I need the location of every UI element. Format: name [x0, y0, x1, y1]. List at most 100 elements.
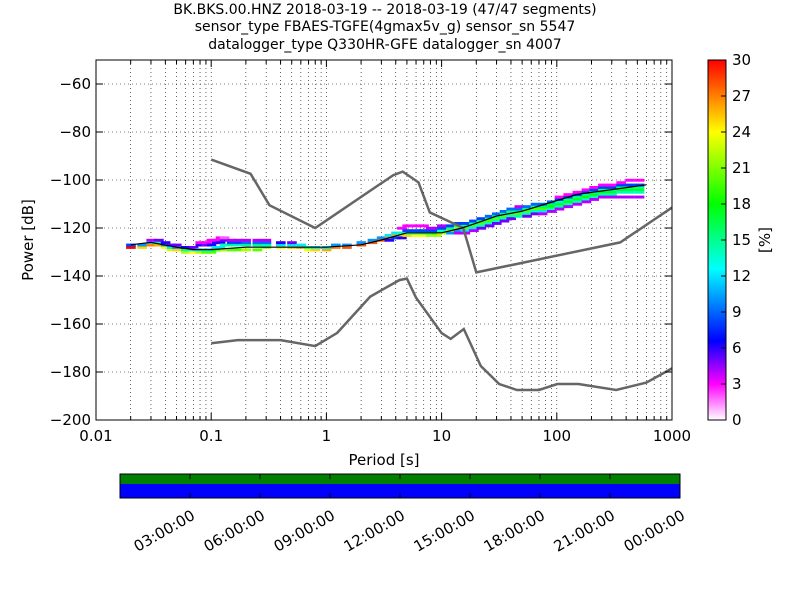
psd-bin [625, 183, 635, 187]
psd-bin [241, 238, 251, 242]
psd-bin [476, 217, 487, 221]
psd-bin [391, 236, 401, 240]
noise-model-low-line [211, 277, 673, 392]
psd-bin [201, 241, 211, 245]
psd-bin [171, 243, 182, 247]
psd-bin [342, 243, 352, 247]
psd-bin [431, 229, 442, 233]
psd-bin [530, 210, 541, 213]
psd-bin [154, 243, 164, 247]
psd-bin [437, 226, 447, 230]
psd-bin [598, 183, 608, 187]
psd-bin [506, 217, 517, 221]
psd-bin [233, 248, 243, 252]
psd-bin [634, 178, 645, 182]
psd-bin [634, 195, 645, 199]
psd-bin [506, 210, 517, 213]
psd-bin [572, 198, 583, 201]
psd-bin [514, 207, 525, 211]
psd-bin [598, 193, 608, 197]
psd-bin [287, 243, 297, 247]
psd-bin [581, 188, 592, 192]
psd-bin [181, 250, 191, 254]
psd-bin [160, 241, 171, 245]
x-tick-label: 1000 [653, 427, 691, 445]
psd-bin [522, 212, 532, 216]
x-tick-label: 10 [432, 427, 451, 445]
psd-bin [252, 243, 263, 247]
psd-bin [391, 231, 401, 235]
psd-bin [321, 248, 332, 252]
psd-bin [581, 195, 592, 199]
psd-bin [572, 200, 583, 204]
psd-bin [126, 246, 136, 249]
psd-bin [530, 202, 541, 206]
colorbar-tick-label: 12 [732, 267, 751, 285]
psd-bin [607, 193, 617, 197]
colorbar-tick-label: 27 [732, 87, 751, 105]
psd-bin [166, 248, 177, 252]
psd-bin [460, 226, 471, 230]
psd-bin [233, 243, 243, 247]
psd-bin [469, 219, 479, 223]
psd-bin [616, 186, 626, 189]
psd-bin [188, 246, 199, 249]
psd-bin [137, 246, 147, 249]
psd-bin [492, 217, 502, 221]
psd-bin [453, 231, 464, 235]
psd-bin [411, 234, 422, 237]
psd-bin [181, 246, 191, 249]
psd-bin [154, 238, 164, 242]
psd-bin [261, 238, 272, 242]
psd-bin [437, 224, 447, 228]
psd-bin [241, 243, 251, 247]
psd-bin [437, 229, 447, 233]
psd-bin [522, 205, 532, 209]
psd-bin [581, 193, 592, 197]
psd-bin [425, 226, 436, 230]
psd-bin [425, 234, 436, 237]
chart-title-line-1: BK.BKS.00.HNZ 2018-03-19 -- 2018-03-19 (… [173, 2, 597, 18]
psd-bin [537, 212, 548, 216]
psd-bin [499, 217, 510, 221]
psd-bin [625, 188, 635, 192]
psd-bin [330, 243, 341, 247]
psd-bin [397, 236, 407, 240]
psd-bin [484, 214, 495, 218]
psd-bin [616, 190, 626, 194]
psd-bin [397, 231, 407, 235]
x-tick-label: 0.1 [199, 427, 223, 445]
psd-bin [572, 190, 583, 194]
psd-bin [201, 243, 211, 247]
psd-bin [492, 222, 502, 225]
psd-bin [607, 183, 617, 187]
y-tick-label: −160 [50, 315, 91, 333]
psd-bin [554, 205, 565, 209]
psd-bin [226, 248, 237, 252]
psd-bin [598, 195, 608, 199]
psd-bin [589, 188, 599, 192]
psd-bin [563, 202, 574, 206]
y-tick-label: −120 [50, 219, 91, 237]
psd-bin [384, 238, 395, 242]
plot-frame [95, 59, 673, 421]
y-tick-label: −180 [50, 363, 91, 381]
psd-bin [625, 190, 635, 194]
psd-bin [446, 224, 456, 228]
psd-bin [469, 229, 479, 233]
colorbar-tick-label: 21 [732, 159, 751, 177]
psd-bin [419, 234, 429, 237]
psd-bin [522, 214, 532, 218]
colorbar-tick-label: 24 [732, 123, 751, 141]
psd-bin [476, 226, 487, 230]
colorbar-label: [%] [756, 227, 774, 253]
psd-bin [492, 212, 502, 216]
psd-bin [499, 214, 510, 218]
psd-bin [522, 210, 532, 213]
psd-bin [425, 229, 436, 233]
x-tick-label: 1 [322, 427, 332, 445]
psd-bin [419, 224, 429, 228]
psd-bin [166, 246, 177, 249]
psd-bin [219, 248, 230, 252]
